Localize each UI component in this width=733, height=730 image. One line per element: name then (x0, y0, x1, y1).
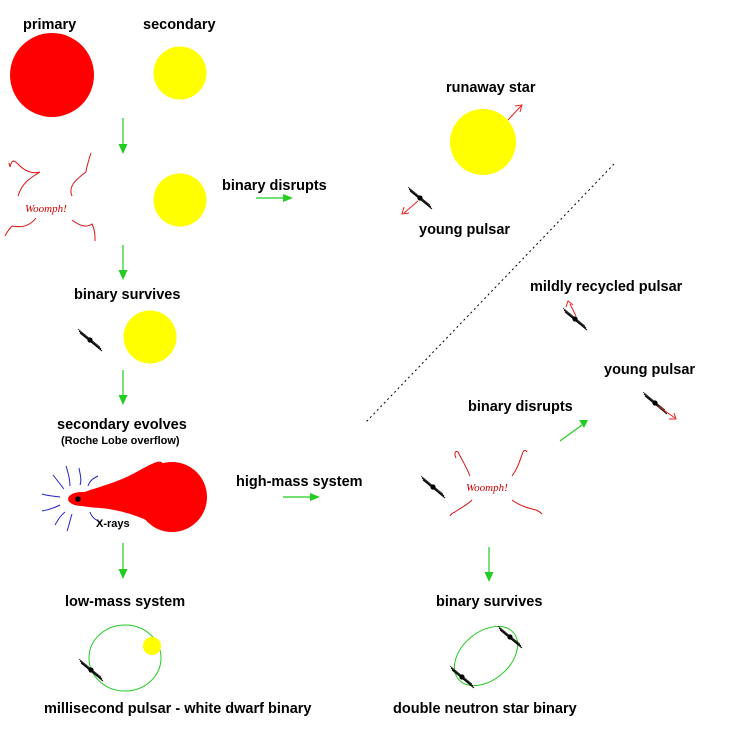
arrow-down-5 (484, 547, 494, 582)
arrow-right-1 (256, 194, 293, 202)
young-pulsar-2-kick-arrow (657, 405, 677, 420)
accreting-pulsar (75, 496, 81, 502)
label-young-pulsar-2: young pulsar (604, 362, 695, 378)
woomph-text-1: Woomph! (25, 203, 67, 215)
label-secondary-evolves: secondary evolves (57, 417, 187, 433)
label-binary-disrupts-1: binary disrupts (222, 178, 327, 194)
primary-star (10, 33, 94, 117)
giant-donor-star (137, 462, 207, 532)
mildly-recycled-kick-arrow (565, 300, 577, 317)
arrow-down-3 (118, 370, 128, 405)
label-runaway-star: runaway star (446, 80, 536, 96)
pulsar-binary-1 (77, 328, 103, 352)
millisecond-pulsar (78, 658, 104, 682)
runaway-star (450, 109, 516, 175)
woomph-text-2: Woomph! (466, 482, 508, 494)
runaway-kick-arrow (507, 104, 523, 121)
pulsar-second-supernova (420, 475, 446, 499)
label-binary-disrupts-2: binary disrupts (468, 399, 573, 415)
arrow-down-4 (118, 543, 128, 579)
young-pulsar-1 (407, 186, 433, 210)
young-pulsar-1-kick-arrow (401, 200, 419, 215)
young-pulsar-2 (642, 391, 668, 415)
label-young-pulsar-1: young pulsar (419, 222, 510, 238)
label-xrays: X-rays (96, 518, 130, 530)
neutron-star-2 (449, 665, 475, 689)
secondary-star (153, 46, 207, 100)
arrow-down-1 (118, 118, 128, 154)
secondary-star-2 (153, 173, 207, 227)
accretion-stream (70, 461, 164, 530)
supernova-blast-1-tips (4, 152, 96, 241)
supernova-blast-1 (5, 155, 96, 239)
label-mildly-recycled-pulsar: mildly recycled pulsar (530, 279, 683, 295)
label-primary: primary (23, 17, 76, 33)
label-binary-survives-1: binary survives (74, 287, 180, 303)
mildly-recycled-pulsar (562, 307, 588, 331)
secondary-star-3 (123, 310, 177, 364)
msp-wd-orbit (88, 624, 162, 692)
label-dns-binary: double neutron star binary (393, 701, 577, 717)
arrow-diagonal-disrupts (559, 420, 588, 442)
label-low-mass-system: low-mass system (65, 594, 185, 610)
arrow-right-2 (283, 493, 320, 501)
label-high-mass-system: high-mass system (236, 474, 363, 490)
white-dwarf (143, 637, 161, 655)
label-roche-lobe-overflow: (Roche Lobe overflow) (61, 435, 180, 447)
label-msp-wd-binary: millisecond pulsar - white dwarf binary (44, 701, 312, 717)
xray-emission (41, 465, 101, 532)
accretion-disk (68, 492, 96, 506)
label-secondary: secondary (143, 17, 216, 33)
label-binary-survives-2: binary survives (436, 594, 542, 610)
supernova-blast-2 (449, 450, 543, 517)
arrow-down-2 (118, 245, 128, 280)
dns-orbit (453, 625, 519, 687)
